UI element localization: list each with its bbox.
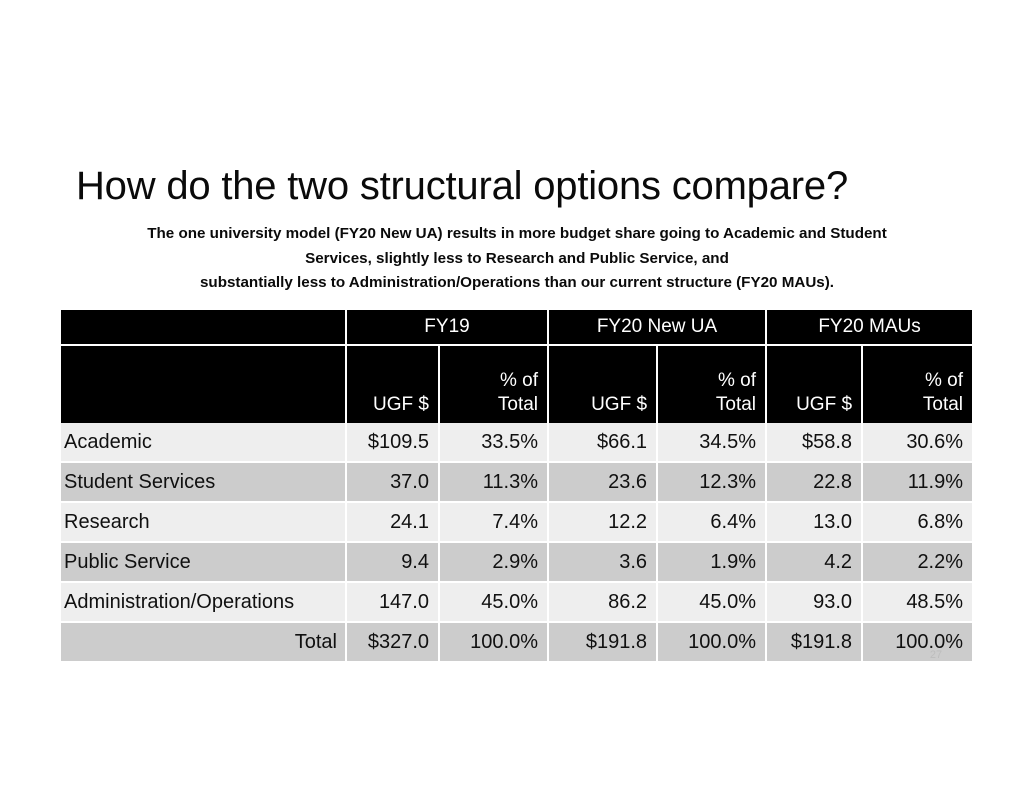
cell-research-fy19-ugf: 24.1 [347, 503, 440, 543]
header-fy20new-ugf-line2: UGF $ [591, 394, 648, 415]
cell-total-fy20mau-ugf: $191.8 [767, 623, 864, 663]
cell-public-service-fy19-ugf: 9.4 [347, 543, 440, 583]
table-row: Research 24.1 7.4% 12.2 6.4% 13.0 6.8% [61, 503, 973, 543]
cell-academic-fy20mau-pct: 30.6% [863, 423, 973, 463]
cell-total-fy19-pct: 100.0% [440, 623, 550, 663]
cell-academic-fy20mau-ugf: $58.8 [767, 423, 864, 463]
cell-student-services-fy20mau-ugf: 22.8 [767, 463, 864, 503]
cell-research-fy19-pct: 7.4% [440, 503, 550, 543]
cell-student-services-fy20new-ugf: 23.6 [549, 463, 659, 503]
header-fy20mau-pct-line2: Total [922, 394, 964, 415]
cell-academic-fy20new-pct: 34.5% [658, 423, 768, 463]
table-row: Student Services 37.0 11.3% 23.6 12.3% 2… [61, 463, 973, 503]
header-group-fy20-new-ua: FY20 New UA [549, 310, 768, 346]
table-body: Academic $109.5 33.5% $66.1 34.5% $58.8 … [61, 423, 973, 663]
cell-administration-fy20mau-ugf: 93.0 [767, 583, 864, 623]
header-corner-cell [61, 310, 347, 346]
cell-public-service-fy19-pct: 2.9% [440, 543, 550, 583]
cell-administration-fy20mau-pct: 48.5% [863, 583, 973, 623]
slide-subtitle: The one university model (FY20 New UA) r… [122, 222, 912, 296]
header-fy20new-pct-line1: % of [717, 370, 757, 391]
row-label-administration-operations: Administration/Operations [61, 583, 347, 623]
header-fy19-pct-line1: % of [499, 370, 539, 391]
header-fy19-ugf: UGF $ [347, 346, 440, 423]
cell-academic-fy20new-ugf: $66.1 [549, 423, 659, 463]
header-fy19-pct: % of Total [440, 346, 550, 423]
cell-administration-fy19-ugf: 147.0 [347, 583, 440, 623]
header-fy20new-pct-line2: Total [715, 394, 757, 415]
cell-student-services-fy19-ugf: 37.0 [347, 463, 440, 503]
header-fy20mau-ugf: UGF $ [767, 346, 864, 423]
header-fy20mau-ugf-line2: UGF $ [796, 394, 853, 415]
table-header: FY19 FY20 New UA FY20 MAUs UGF $ % of To… [61, 310, 973, 423]
row-label-research: Research [61, 503, 347, 543]
cell-total-fy19-ugf: $327.0 [347, 623, 440, 663]
budget-comparison-table: FY19 FY20 New UA FY20 MAUs UGF $ % of To… [61, 310, 973, 663]
row-label-student-services: Student Services [61, 463, 347, 503]
cell-research-fy20new-pct: 6.4% [658, 503, 768, 543]
header-sub-corner-cell [61, 346, 347, 423]
table-total-row: Total $327.0 100.0% $191.8 100.0% $191.8… [61, 623, 973, 663]
header-fy19-pct-line2: Total [497, 394, 539, 415]
cell-student-services-fy20new-pct: 12.3% [658, 463, 768, 503]
page-title: How do the two structural options compar… [76, 164, 848, 208]
row-label-public-service: Public Service [61, 543, 347, 583]
cell-administration-fy19-pct: 45.0% [440, 583, 550, 623]
cell-research-fy20new-ugf: 12.2 [549, 503, 659, 543]
subtitle-line-2: Services, slightly less to Research and … [305, 249, 729, 267]
cell-student-services-fy20mau-pct: 11.9% [863, 463, 973, 503]
subtitle-line-1: The one university model (FY20 New UA) r… [147, 225, 887, 242]
cell-administration-fy20new-pct: 45.0% [658, 583, 768, 623]
cell-total-fy20mau-pct: 100.0% [863, 623, 973, 663]
header-fy20new-pct: % of Total [658, 346, 768, 423]
header-fy19-ugf-line2: UGF $ [373, 394, 429, 415]
table-row: Academic $109.5 33.5% $66.1 34.5% $58.8 … [61, 423, 973, 463]
cell-total-fy20new-pct: 100.0% [658, 623, 768, 663]
cell-administration-fy20new-ugf: 86.2 [549, 583, 659, 623]
cell-public-service-fy20new-ugf: 3.6 [549, 543, 659, 583]
cell-student-services-fy19-pct: 11.3% [440, 463, 550, 503]
page-number: 27 [929, 649, 943, 661]
table-header-group-row: FY19 FY20 New UA FY20 MAUs [61, 310, 973, 346]
cell-research-fy20mau-pct: 6.8% [863, 503, 973, 543]
cell-academic-fy19-pct: 33.5% [440, 423, 550, 463]
header-group-fy19: FY19 [347, 310, 550, 346]
header-fy20new-ugf: UGF $ [549, 346, 659, 423]
table-row: Administration/Operations 147.0 45.0% 86… [61, 583, 973, 623]
cell-total-fy20new-ugf: $191.8 [549, 623, 659, 663]
subtitle-line-3: substantially less to Administration/Ope… [199, 274, 835, 291]
row-label-academic: Academic [61, 423, 347, 463]
header-fy20mau-pct: % of Total [863, 346, 973, 423]
table-row: Public Service 9.4 2.9% 3.6 1.9% 4.2 2.2… [61, 543, 973, 583]
cell-public-service-fy20new-pct: 1.9% [658, 543, 768, 583]
row-label-total: Total [61, 623, 347, 663]
cell-public-service-fy20mau-ugf: 4.2 [767, 543, 864, 583]
header-group-fy20-maus: FY20 MAUs [767, 310, 973, 346]
cell-research-fy20mau-ugf: 13.0 [767, 503, 864, 543]
header-fy20mau-pct-line1: % of [925, 370, 964, 391]
cell-public-service-fy20mau-pct: 2.2% [863, 543, 973, 583]
table-header-sub-row: UGF $ % of Total UGF $ % of Total UGF $ [61, 346, 973, 423]
cell-academic-fy19-ugf: $109.5 [347, 423, 440, 463]
